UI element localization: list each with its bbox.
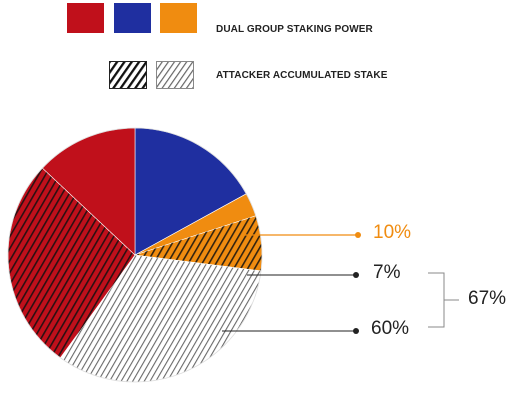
- bracket: [428, 272, 459, 328]
- legend-swatch-hatch-dark: [109, 61, 147, 89]
- legend-swatch-orange: [160, 3, 197, 33]
- legend-label-attacker: ATTACKER ACCUMULATED STAKE: [216, 70, 388, 81]
- callout-dot-orange: [355, 232, 361, 238]
- legend-swatch-red: [67, 3, 104, 33]
- callout-dot-small: [353, 272, 359, 278]
- label-bracket: 67%: [468, 288, 507, 309]
- legend-swatch-hatch-light: [156, 61, 194, 89]
- legend-swatch-blue: [114, 3, 151, 33]
- label-small: 7%: [373, 262, 401, 283]
- callout-dot-large: [353, 328, 359, 334]
- pie-slice-hatch-4: [7, 168, 135, 358]
- pie-slice-hatch-2: [135, 215, 263, 271]
- label-orange: 10%: [373, 222, 412, 243]
- pie-outline: [7, 127, 263, 383]
- legend-label-dual-group: DUAL GROUP STAKING POWER: [216, 24, 373, 35]
- label-large: 60%: [371, 318, 410, 339]
